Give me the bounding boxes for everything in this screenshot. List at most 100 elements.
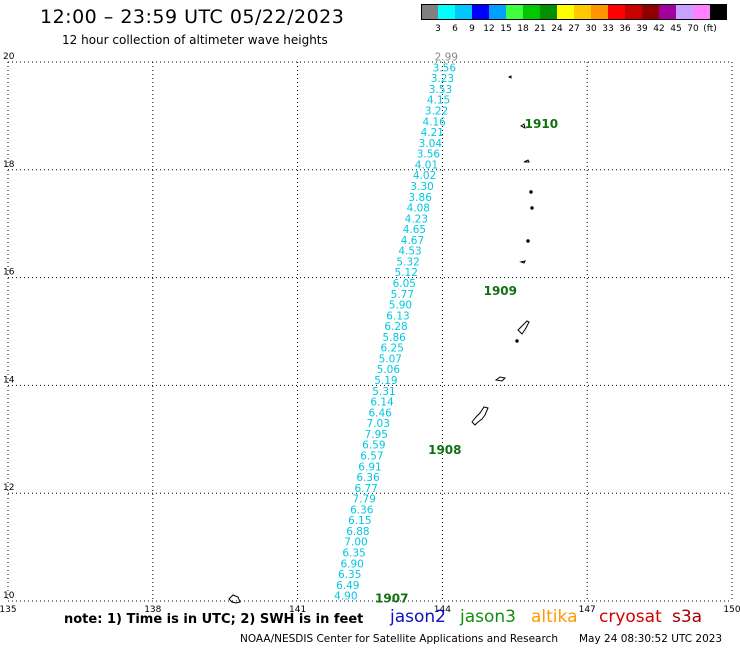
scale-tick-label: 45 — [670, 24, 681, 33]
x-tick-label: 147 — [579, 605, 596, 615]
scale-swatch — [710, 4, 727, 20]
island-dot — [515, 339, 519, 343]
scale-tick-label: 18 — [517, 24, 529, 33]
scale-swatch — [421, 4, 439, 20]
island-rota — [494, 376, 507, 382]
swh-point-label: 5.07 — [379, 353, 402, 365]
swh-point-label: 3.23 — [431, 73, 454, 85]
swh-point-label: 4.65 — [403, 224, 426, 236]
island-dot — [526, 239, 530, 243]
swh-point-label: 4.23 — [405, 213, 428, 225]
island-dot — [529, 190, 533, 194]
scale-swatch — [659, 4, 677, 20]
swh-point-label: 2.99 — [435, 52, 458, 64]
scale-tick-label: 27 — [568, 24, 579, 33]
scale-tick-label: 3 — [435, 24, 441, 33]
x-tick-label: 138 — [144, 605, 161, 615]
swh-point-label: 4.01 — [415, 159, 438, 171]
generated-timestamp: May 24 08:30:52 UTC 2023 — [579, 633, 723, 645]
x-tick-label: 135 — [0, 605, 17, 615]
swh-point-label: 7.00 — [344, 537, 367, 549]
swh-point-label: 4.15 — [427, 95, 450, 107]
swh-point-label: 3.56 — [417, 149, 441, 161]
scale-tick-label: 42 — [653, 24, 664, 33]
legend-cryosat: cryosat — [599, 607, 662, 627]
color-scale-bar — [421, 4, 727, 20]
swh-point-label: 5.77 — [391, 289, 414, 301]
scale-swatch — [574, 4, 592, 20]
scale-swatch — [625, 4, 643, 20]
y-tick-label: 18 — [3, 160, 15, 170]
legend-jason3: jason3 — [460, 607, 516, 627]
swh-point-label: 3.53 — [429, 84, 452, 96]
swh-point-label: 5.32 — [396, 256, 419, 268]
swh-point-label: 4.02 — [413, 170, 436, 182]
swh-point-label: 4.16 — [422, 116, 446, 128]
y-tick-label: 16 — [3, 268, 15, 278]
swh-point-label: 6.35 — [338, 569, 361, 581]
scale-swatch — [489, 4, 507, 20]
island-ulithi — [228, 594, 241, 604]
swh-point-label: 6.25 — [381, 343, 404, 355]
footer-note: note: 1) Time is in UTC; 2) SWH is in fe… — [64, 612, 364, 627]
swh-point-label: 6.28 — [384, 321, 407, 333]
swh-point-label: 5.31 — [372, 386, 395, 398]
scale-swatch — [642, 4, 660, 20]
swh-point-label: 6.36 — [356, 472, 380, 484]
swh-point-label: 4.53 — [398, 246, 421, 258]
y-tick-label: 20 — [3, 52, 15, 62]
island-anatahan — [519, 260, 526, 264]
scale-tick-label: 30 — [585, 24, 597, 33]
x-tick-label: 144 — [434, 605, 451, 615]
scale-swatch — [591, 4, 609, 20]
island-guam — [471, 406, 489, 426]
swh-point-label: 3.86 — [409, 192, 433, 204]
swh-point-label: 6.14 — [370, 397, 394, 409]
scale-swatch — [472, 4, 490, 20]
scale-tick-label: 33 — [602, 24, 613, 33]
swh-point-label: 4.67 — [401, 235, 424, 247]
swh-point-label: 5.19 — [374, 375, 397, 387]
swh-point-label: 7.03 — [367, 418, 390, 430]
scale-tick-label: 39 — [636, 24, 648, 33]
swh-point-label: 6.91 — [358, 461, 381, 473]
scale-tick-label: 6 — [452, 24, 458, 33]
x-tick-label: 150 — [723, 605, 740, 615]
swh-point-label: 5.86 — [382, 332, 406, 344]
pass-time-label: 1909 — [484, 284, 517, 298]
scale-swatch — [676, 4, 694, 20]
swh-point-label: 7.95 — [365, 429, 388, 441]
credit-line: NOAA/NESDIS Center for Satellite Applica… — [240, 633, 558, 645]
page-subtitle: 12 hour collection of altimeter wave hei… — [62, 33, 328, 47]
pass-time-label: 1908 — [428, 443, 461, 457]
scale-border — [421, 4, 727, 20]
swh-point-label: 6.77 — [354, 483, 377, 495]
altimeter-track: 4.906.496.356.906.357.006.886.156.367.79… — [334, 52, 458, 603]
swh-point-label: 6.05 — [393, 278, 416, 290]
y-tick-label: 12 — [3, 483, 14, 493]
scale-tick-label: 24 — [551, 24, 563, 33]
legend-jason2: jason2 — [390, 607, 446, 627]
swh-point-label: 6.35 — [342, 547, 365, 559]
swh-point-label: 6.57 — [360, 450, 383, 462]
swh-point-label: 3.22 — [425, 106, 448, 118]
scale-swatch — [455, 4, 473, 20]
islands-outline — [228, 75, 534, 604]
swh-point-label: 3.30 — [410, 181, 433, 193]
scale-swatch — [608, 4, 626, 20]
scale-swatch — [693, 4, 711, 20]
axis-tick-labels: 135 138 141 144 147 150 10 12 14 16 18 20 — [0, 52, 740, 615]
color-scale-labels: 3 6 9 12 15 18 21 24 27 30 33 36 39 42 45 70 (ft) — [435, 24, 717, 33]
island-pagan — [523, 159, 530, 163]
swh-point-label: 6.15 — [348, 515, 371, 527]
x-tick-label: 141 — [289, 605, 306, 615]
scale-swatch — [506, 4, 524, 20]
swh-point-label: 6.36 — [350, 504, 374, 516]
scale-swatch — [523, 4, 541, 20]
scale-tick-label: 12 — [483, 24, 494, 33]
swh-point-label: 5.90 — [389, 300, 412, 312]
legend-altika: altika — [531, 607, 578, 627]
swh-point-label: 3.56 — [433, 62, 457, 74]
scale-tick-label: 9 — [469, 24, 475, 33]
